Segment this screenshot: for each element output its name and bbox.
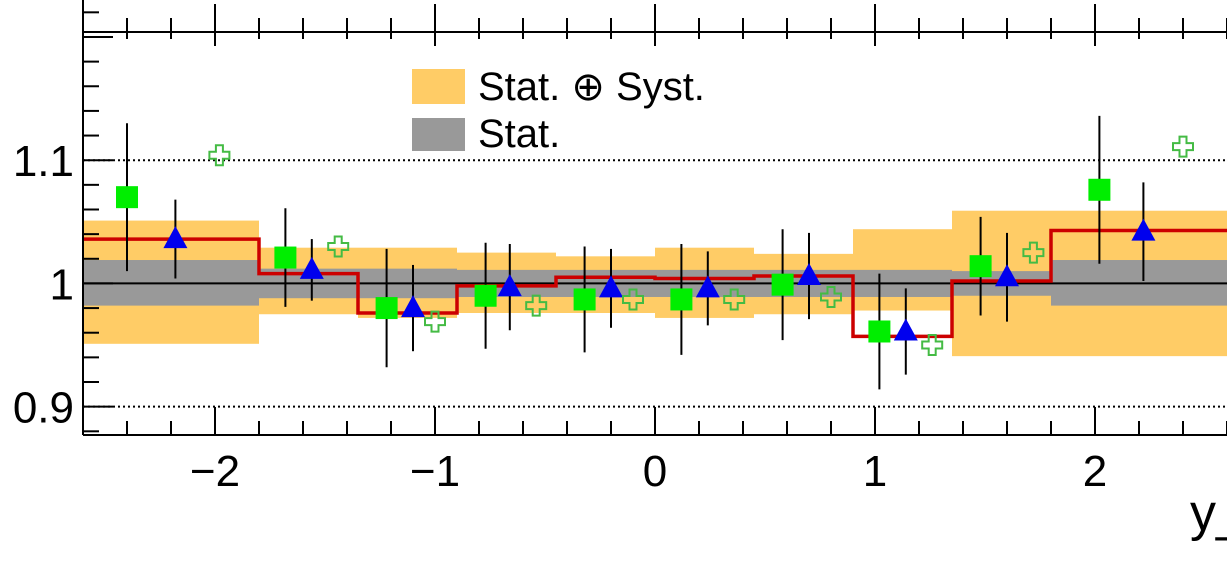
square-marker [969,255,992,278]
legend-label-stat: Stat. [478,112,560,156]
triangle-marker [995,264,1019,287]
legend-label-total: Stat. ⊕ Syst. [478,65,705,109]
open-cross-marker [723,288,746,311]
open-cross-marker [622,288,644,311]
y-tick-label: 1 [50,260,74,309]
square-marker [868,320,891,343]
x-tick-label: −1 [410,447,460,496]
x-tick-label: 0 [643,447,667,496]
y-tick-label: 1.1 [13,137,74,186]
triangle-marker [797,263,821,286]
step-line [83,228,1227,339]
open-cross-marker [424,310,446,333]
triangle-marker [599,275,623,298]
square-marker [474,284,497,307]
y-tick-label: 0.9 [13,384,74,433]
square-marker [1088,178,1111,201]
x-tick-label: −2 [190,447,240,496]
open-cross-marker [525,294,548,317]
axes [82,0,1227,436]
legend-swatch-stat [412,118,465,151]
square-marker [771,273,794,296]
open-cross-marker [1172,135,1194,158]
open-cross-marker [327,235,350,258]
triangle-marker [401,295,425,318]
x-axis-title: y_t [1190,484,1227,542]
tick-labels: −2 −1 0 1 2 0.9 1 1.1 [13,137,1107,496]
triangle-marker [497,274,522,297]
square-marker [375,297,398,320]
triangle-marker [163,226,188,249]
legend: Stat. ⊕ Syst. Stat. [405,56,705,156]
square-marker [670,288,693,311]
open-cross-marker [921,334,944,357]
triangle-marker [695,275,720,298]
reference-lines [83,159,1227,408]
triangle-marker [299,256,324,279]
open-cross-marker [820,285,842,308]
data-markers [116,135,1194,357]
open-cross-marker [1022,241,1045,264]
prediction-step-line [83,228,1227,339]
square-marker [116,186,138,209]
square-marker [573,288,596,311]
square-marker [274,246,297,269]
triangle-marker [1131,218,1156,241]
x-tick-label: 1 [863,447,887,496]
x-tick-label: 2 [1083,447,1107,496]
legend-swatch-total [412,69,465,104]
open-cross-marker [208,144,231,167]
triangle-marker [893,318,918,341]
